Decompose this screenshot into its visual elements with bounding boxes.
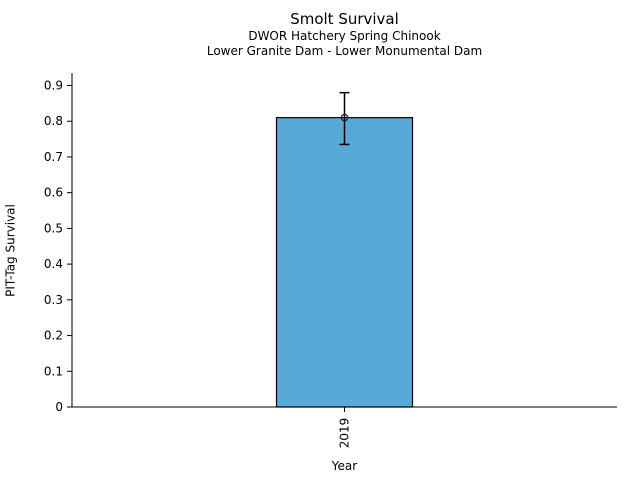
x-tick-label: 2019: [338, 418, 352, 449]
y-tick-label: 0.4: [44, 257, 63, 271]
chart-title: Smolt Survival: [290, 10, 399, 28]
point-marker: [340, 113, 349, 122]
y-tick-label: 0.6: [44, 186, 63, 200]
y-tick-label: 0.2: [44, 329, 63, 343]
y-tick-label: 0.8: [44, 114, 63, 128]
y-tick-label: 0.1: [44, 364, 63, 378]
chart-subtitle-line2: Lower Granite Dam - Lower Monumental Dam: [206, 44, 483, 58]
y-tick-label: 0.9: [44, 79, 63, 93]
survival-bar: [275, 117, 414, 408]
y-tick-label: 0.5: [44, 221, 63, 235]
y-tick-label: 0.7: [44, 150, 63, 164]
chart-subtitle-line1: DWOR Hatchery Spring Chinook: [248, 29, 441, 43]
x-axis-label: Year: [331, 459, 358, 473]
y-tick-label: 0: [55, 400, 63, 414]
y-tick-label: 0.3: [44, 293, 63, 307]
